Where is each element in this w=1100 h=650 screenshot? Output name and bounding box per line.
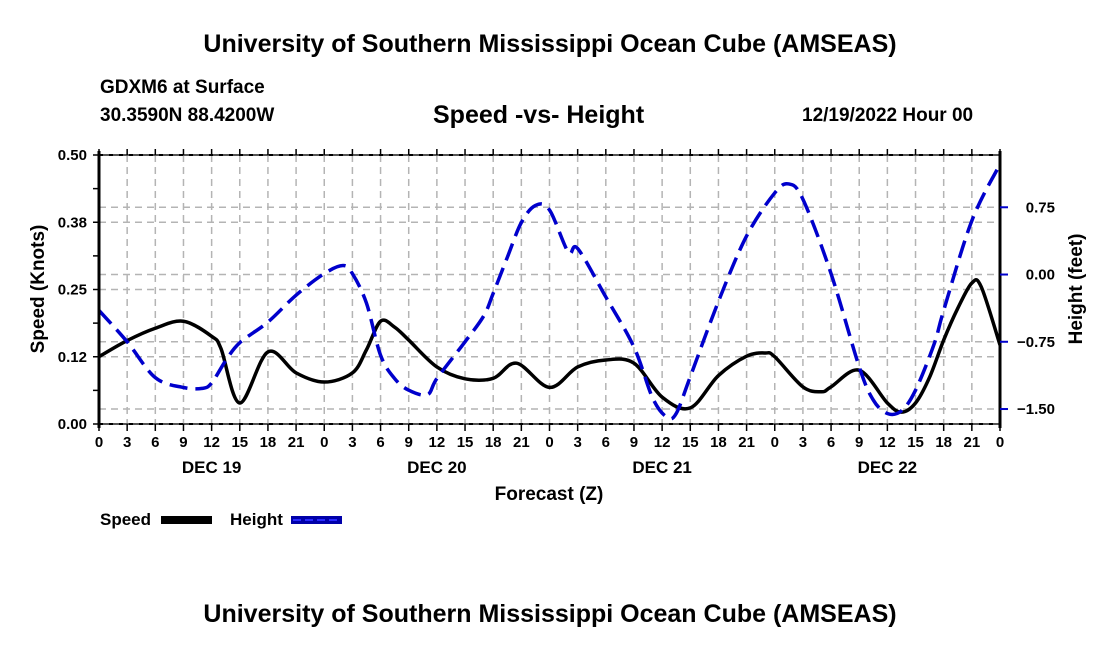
x-tick-label: 15 — [457, 434, 474, 451]
x-tick-label: 18 — [935, 434, 952, 451]
legend-swatch-height — [291, 516, 342, 524]
series-layer — [97, 163, 1002, 421]
y2-tick-label: −0.75 — [1017, 334, 1055, 351]
y-tick-label: 0.12 — [58, 349, 87, 366]
x-tick-label: 0 — [996, 434, 1004, 451]
forecast-datetime: 12/19/2022 Hour 00 — [802, 105, 974, 126]
y-tick-label: 0.25 — [58, 282, 87, 299]
x-tick-label: 21 — [513, 434, 530, 451]
legend-label-height: Height — [230, 510, 283, 529]
legend-label-speed: Speed — [100, 510, 151, 529]
legend: Speed Height — [100, 510, 342, 529]
y2-tick-label: 0.00 — [1026, 267, 1055, 284]
series-line-height — [97, 163, 1002, 421]
x-tick-label: 9 — [630, 434, 638, 451]
page-title: University of Southern Mississippi Ocean… — [203, 30, 897, 58]
chart-title: Speed -vs- Height — [433, 101, 645, 129]
x-tick-label: 18 — [260, 434, 277, 451]
y-tick-label: 0.50 — [58, 147, 87, 164]
x-tick-label: 15 — [682, 434, 699, 451]
x-tick-label: 3 — [573, 434, 581, 451]
x-tick-label: 9 — [405, 434, 413, 451]
x-tick-label: 6 — [602, 434, 610, 451]
y-tick-label: 0.38 — [58, 214, 87, 231]
x-tick-label: 15 — [907, 434, 924, 451]
axes: 0 3 6 9 12 15 18 21 0 3 6 9 12 15 18 21 0 3 6 9 12 15 18 21 0 3 6 9… — [58, 147, 1055, 477]
axis-labels: Forecast (Z) Speed (Knots) Height (feet) — [28, 225, 1087, 505]
x-tick-label: 15 — [231, 434, 248, 451]
x-tick-label: 21 — [738, 434, 755, 451]
x-tick-label: 12 — [203, 434, 220, 451]
x-tick-label: 3 — [348, 434, 356, 451]
x-tick-label: 12 — [879, 434, 896, 451]
x-tick-label: 21 — [964, 434, 981, 451]
x-tick-label: 21 — [288, 434, 305, 451]
x-tick-label: 0 — [771, 434, 779, 451]
grid-lines — [99, 155, 1000, 424]
x-tick-label: 6 — [376, 434, 384, 451]
x-tick-label: 18 — [710, 434, 727, 451]
x-tick-label: 9 — [179, 434, 187, 451]
y2-tick-label: −1.50 — [1017, 401, 1055, 418]
x-day-label: DEC 22 — [858, 458, 918, 477]
x-tick-label: 18 — [485, 434, 502, 451]
y2-axis-title: Height (feet) — [1066, 234, 1087, 345]
x-tick-label: 9 — [855, 434, 863, 451]
y-tick-label: 0.00 — [58, 416, 87, 433]
x-day-label: DEC 21 — [632, 458, 692, 477]
legend-swatch-speed — [161, 516, 212, 524]
footer-title: University of Southern Mississippi Ocean… — [203, 600, 897, 628]
x-tick-label: 3 — [123, 434, 131, 451]
x-tick-label: 12 — [429, 434, 446, 451]
x-tick-label: 6 — [151, 434, 159, 451]
x-tick-label: 12 — [654, 434, 671, 451]
x-day-label: DEC 19 — [182, 458, 242, 477]
x-axis-title: Forecast (Z) — [495, 484, 604, 505]
x-tick-label: 0 — [545, 434, 553, 451]
x-day-label: DEC 20 — [407, 458, 467, 477]
x-tick-label: 3 — [799, 434, 807, 451]
y-axis-title: Speed (Knots) — [28, 225, 49, 354]
x-tick-label: 0 — [320, 434, 328, 451]
coordinates-label: 30.3590N 88.4200W — [100, 105, 275, 126]
x-tick-label: 0 — [95, 434, 103, 451]
y2-tick-label: 0.75 — [1026, 199, 1055, 216]
x-tick-label: 6 — [827, 434, 835, 451]
station-label: GDXM6 at Surface — [100, 77, 265, 98]
